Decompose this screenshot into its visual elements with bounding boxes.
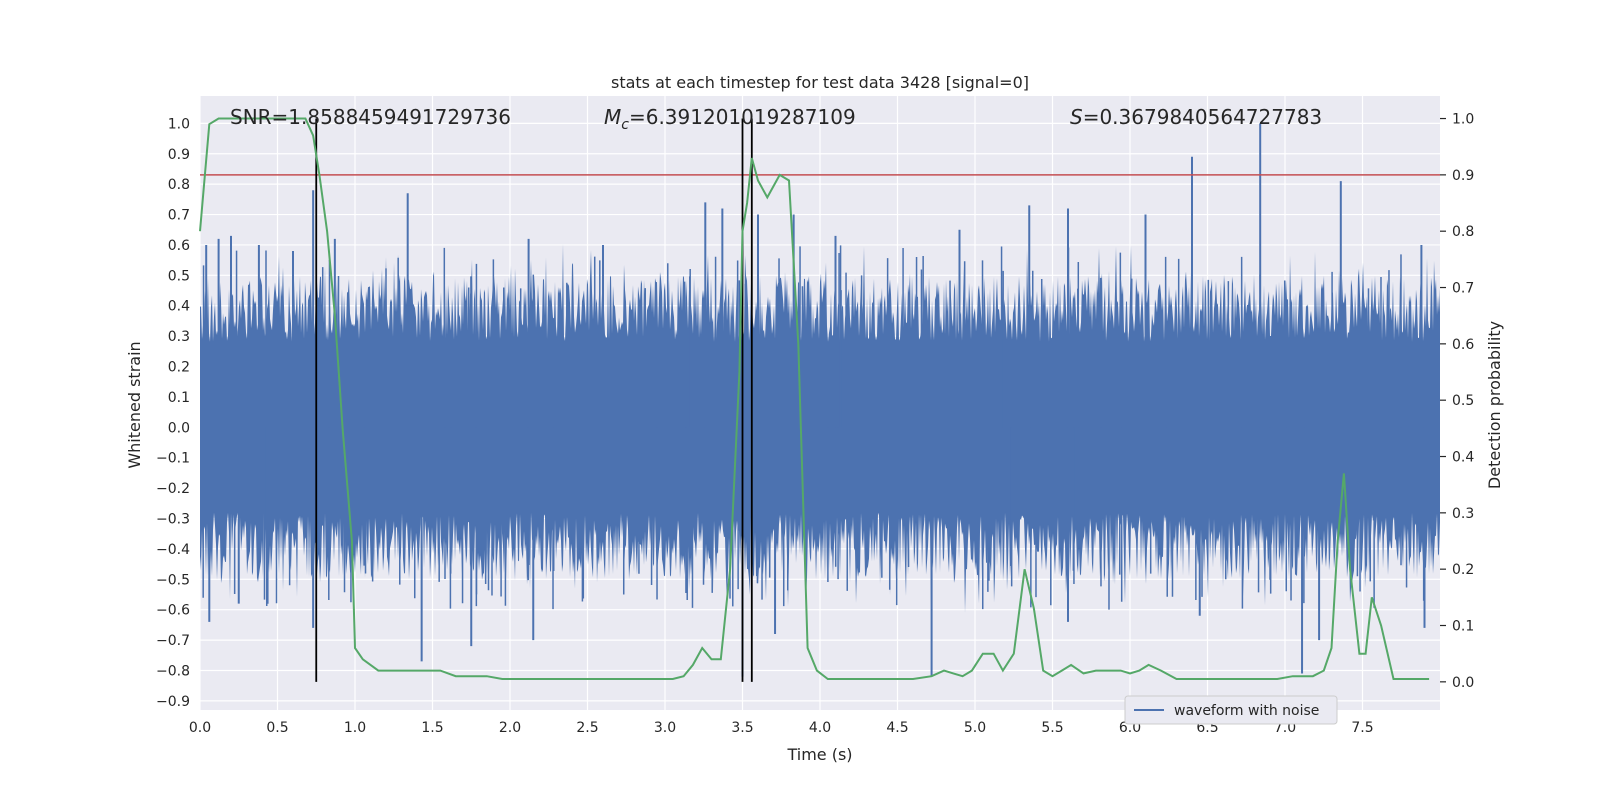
chirp-mass-value: =6.391201019287109 xyxy=(629,105,856,129)
y-right-tick-label: 0.6 xyxy=(1452,337,1474,353)
y-right-tick-label: 0.9 xyxy=(1452,168,1474,184)
chirp-mass-annotation: Mc=6.391201019287109 xyxy=(604,105,856,133)
y-left-tick-label: −0.8 xyxy=(156,663,190,679)
plot-contents xyxy=(199,117,1440,682)
y-right-tick-label: 0.0 xyxy=(1452,675,1474,691)
s-symbol: S xyxy=(1070,105,1083,129)
legend-box xyxy=(1124,695,1338,725)
y-left-tick-label: 0.7 xyxy=(168,208,190,224)
y-left-tick-label: 0.2 xyxy=(168,360,190,376)
y-left-tick-label: −0.6 xyxy=(156,603,190,619)
s-value: =0.3679840564727783 xyxy=(1083,105,1322,129)
vertical-markers xyxy=(315,118,753,682)
y-left-tick-label: 0.0 xyxy=(168,420,190,436)
y-left-tick-label: −0.2 xyxy=(156,481,190,497)
y-left-tick-label: 0.5 xyxy=(168,268,190,284)
waveform-noise-band xyxy=(200,243,1440,613)
x-tick-label: 2.5 xyxy=(576,720,598,736)
x-tick-label: 3.0 xyxy=(654,720,676,736)
detection-probability-line xyxy=(199,117,1430,680)
y-left-tick-label: −0.7 xyxy=(156,633,190,649)
y-left-tick-label: −0.4 xyxy=(156,542,190,558)
x-tick-label: 3.5 xyxy=(731,720,753,736)
chirp-mass-symbol: M xyxy=(604,105,621,129)
x-tick-label: 5.5 xyxy=(1041,720,1063,736)
y-right-tick-label: 0.4 xyxy=(1452,450,1474,466)
legend-label: waveform with noise xyxy=(1174,703,1319,719)
y-axis-left-ticks: 1.0 0.9 0.8 0.7 0.6 0.5 0.4 0.3 0.2 0.1 0.0 −0.1 −0.… xyxy=(156,116,190,710)
s-annotation: S=0.3679840564727783 xyxy=(1070,105,1322,129)
y-left-tick-label: −0.5 xyxy=(156,572,190,588)
x-tick-label: 0.5 xyxy=(266,720,288,736)
y-right-tick-label: 0.2 xyxy=(1452,562,1474,578)
x-tick-label: 7.5 xyxy=(1351,720,1373,736)
y-left-tick-label: 0.1 xyxy=(168,390,190,406)
x-axis-label: Time (s) xyxy=(786,745,852,764)
snr-annotation: SNR=1.8588459491729736 xyxy=(230,105,511,129)
y-axis-right-ticks: 1.0 0.9 0.8 0.7 0.6 0.5 0.4 0.3 0.2 0.1 0.0 xyxy=(1440,112,1474,691)
y-right-tick-label: 0.3 xyxy=(1452,506,1474,522)
y-left-tick-label: 0.4 xyxy=(168,299,190,315)
y-left-tick-label: −0.9 xyxy=(156,694,190,710)
chart-title: stats at each timestep for test data 342… xyxy=(611,73,1029,92)
y-right-tick-label: 1.0 xyxy=(1452,112,1474,128)
y-right-tick-label: 0.5 xyxy=(1452,393,1474,409)
y-right-tick-label: 0.7 xyxy=(1452,281,1474,297)
chirp-mass-subscript: c xyxy=(621,117,629,133)
y-axis-left-label: Whitened strain xyxy=(125,341,144,468)
y-left-tick-label: 1.0 xyxy=(168,116,190,132)
y-left-tick-label: 0.9 xyxy=(168,147,190,163)
x-tick-label: 2.0 xyxy=(499,720,521,736)
y-left-tick-label: −0.1 xyxy=(156,451,190,467)
y-left-tick-label: 0.3 xyxy=(168,329,190,345)
y-left-tick-label: 0.6 xyxy=(168,238,190,254)
y-right-tick-label: 0.1 xyxy=(1452,619,1474,635)
y-right-tick-label: 0.8 xyxy=(1452,224,1474,240)
x-tick-label: 4.5 xyxy=(886,720,908,736)
y-left-tick-label: −0.3 xyxy=(156,512,190,528)
x-tick-label: 5.0 xyxy=(964,720,986,736)
y-axis-right-label: Detection probability xyxy=(1485,321,1504,489)
x-tick-label: 4.0 xyxy=(809,720,831,736)
legend: waveform with noise xyxy=(1124,695,1338,725)
x-tick-label: 1.0 xyxy=(344,720,366,736)
x-tick-label: 1.5 xyxy=(421,720,443,736)
x-tick-label: 0.0 xyxy=(189,720,211,736)
x-axis-ticks: 0.0 0.5 1.0 1.5 2.0 2.5 3.0 3.5 4.0 4.5 5.0 5.5 6.0 6… xyxy=(189,720,1374,736)
y-left-tick-label: 0.8 xyxy=(168,177,190,193)
